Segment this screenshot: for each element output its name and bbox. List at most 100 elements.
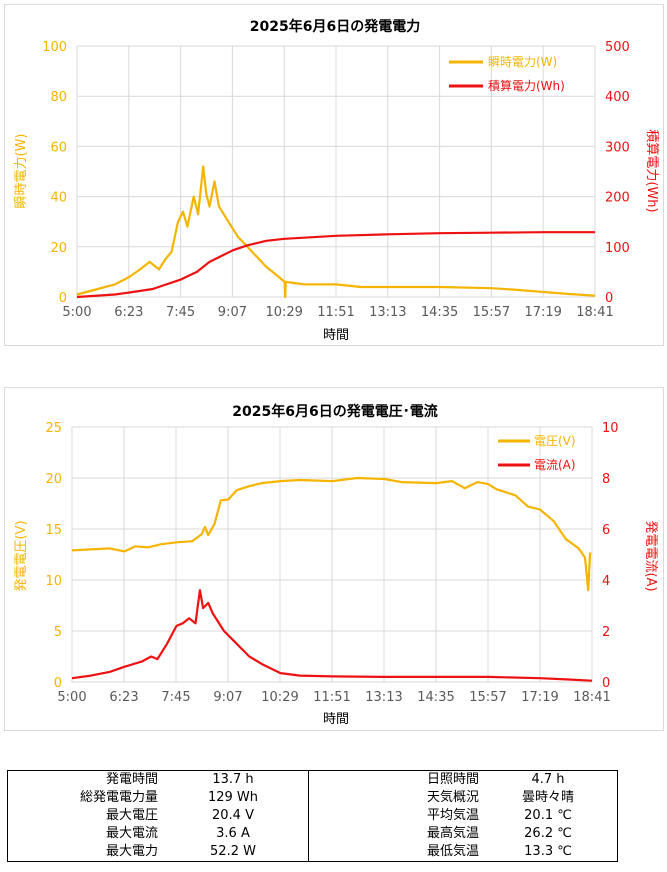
x-tick-label: 14:35 — [421, 305, 458, 320]
y-left-tick-label: 40 — [50, 191, 67, 206]
summary-value: 13.7 h — [212, 772, 254, 787]
x-tick-label: 5:00 — [62, 305, 91, 320]
x-tick-label: 15:57 — [473, 305, 510, 320]
series-group — [71, 476, 593, 682]
x-tick-label: 11:51 — [313, 690, 350, 705]
x-tick-label: 10:29 — [261, 690, 298, 705]
y-left-tick-label: 60 — [50, 140, 67, 155]
y-right-tick-label: 6 — [602, 523, 610, 538]
x-ticks: 5:00 6:23 7:45 9:07 10:29 11:51 13:13 14:35 15:5… — [62, 305, 613, 320]
x-tick-label: 6:23 — [109, 690, 138, 705]
y-right-tick-label: 10 — [602, 421, 619, 436]
voltage-current-chart-svg: 2025年6月6日の発電電圧･電流 0 5 10 15 20 25 0 2 4 6 8 10 5:0… — [14, 403, 658, 727]
y-left-axis-label: 発電電圧(V) — [14, 520, 29, 591]
summary-label: 発電時間 — [105, 772, 158, 787]
y-right-tick-label: 400 — [605, 90, 630, 105]
legend: 瞬時電力(W) 積算電力(Wh) — [449, 55, 565, 93]
x-axis-label: 時間 — [323, 328, 349, 343]
y-right-tick-label: 4 — [602, 574, 610, 589]
x-tick-label: 17:19 — [524, 305, 561, 320]
series-line-red — [71, 589, 593, 682]
x-tick-label: 7:45 — [166, 305, 195, 320]
y-left-tick-label: 15 — [45, 523, 62, 538]
summary-value: 13.3 ℃ — [524, 844, 572, 859]
series-line-red — [76, 231, 595, 299]
y-left-tick-label: 10 — [45, 574, 62, 589]
summary-row: 最大電圧 20.4 V 平均気温 20.1 ℃ — [8, 807, 618, 825]
x-tick-label: 9:07 — [213, 690, 242, 705]
y-left-tick-label: 100 — [42, 40, 67, 55]
y-right-tick-label: 8 — [602, 472, 610, 487]
x-tick-label: 18:41 — [573, 690, 610, 705]
summary-label: 平均気温 — [308, 807, 479, 825]
x-tick-label: 17:19 — [521, 690, 558, 705]
y-left-tick-label: 20 — [50, 241, 67, 256]
summary-row: 最大電流 3.6 A 最高気温 26.2 ℃ — [8, 825, 618, 843]
chart-title: 2025年6月6日の発電電圧･電流 — [232, 403, 437, 420]
y-right-tick-label: 200 — [605, 191, 630, 206]
summary-label: 最低気温 — [308, 843, 479, 862]
legend-label-0: 瞬時電力(W) — [488, 55, 557, 69]
x-tick-label: 18:41 — [576, 305, 613, 320]
summary-table: 発電時間 13.7 h 日照時間 4.7 h 総発電電力量 129 Wh 天気概… — [7, 770, 618, 862]
y-left-tick-label: 0 — [54, 676, 62, 691]
y-right-ticks: 0 100 200 300 400 500 — [605, 40, 630, 306]
plot-area — [76, 45, 596, 298]
x-tick-label: 13:13 — [365, 690, 402, 705]
y-left-tick-label: 5 — [54, 625, 62, 640]
y-left-ticks: 0 5 10 15 20 25 — [45, 421, 62, 691]
summary-label: 日照時間 — [308, 770, 479, 789]
x-tick-label: 9:07 — [218, 305, 247, 320]
y-right-tick-label: 300 — [605, 140, 630, 155]
series-line-orange — [76, 165, 596, 299]
summary-value: 20.1 ℃ — [524, 808, 572, 823]
summary-value: 129 Wh — [207, 790, 259, 805]
y-right-tick-label: 0 — [605, 291, 613, 306]
x-tick-label: 5:00 — [57, 690, 86, 705]
summary-label: 最高気温 — [308, 825, 479, 843]
x-tick-label: 7:45 — [161, 690, 190, 705]
legend-label-0: 電圧(V) — [534, 434, 576, 448]
power-chart: 2025年6月6日の発電電力 0 20 40 60 80 100 0 100 200 300 40… — [4, 4, 664, 346]
chart-title: 2025年6月6日の発電電力 — [250, 18, 420, 35]
summary-value: 26.2 ℃ — [524, 826, 572, 841]
y-right-tick-label: 2 — [602, 625, 610, 640]
summary-value: 曇時々晴 — [521, 790, 574, 805]
legend-label-1: 電流(A) — [534, 458, 576, 472]
y-left-ticks: 0 20 40 60 80 100 — [42, 40, 67, 306]
summary-label: 最大電圧 — [105, 808, 158, 823]
y-left-tick-label: 80 — [50, 90, 67, 105]
summary-value: 20.4 V — [212, 808, 254, 823]
y-left-axis-label: 瞬時電力(W) — [14, 134, 29, 209]
series-group — [76, 165, 596, 299]
legend: 電圧(V) 電流(A) — [498, 434, 576, 472]
summary-value: 52.2 W — [210, 844, 256, 859]
x-tick-label: 14:35 — [417, 690, 454, 705]
y-left-tick-label: 0 — [59, 291, 67, 306]
x-tick-label: 13:13 — [369, 305, 406, 320]
y-right-tick-label: 0 — [602, 676, 610, 691]
x-ticks: 5:00 6:23 7:45 9:07 10:29 11:51 13:13 14:35 15:5… — [57, 690, 610, 705]
y-right-axis-label: 発電電流(A) — [643, 520, 658, 591]
summary-row: 発電時間 13.7 h 日照時間 4.7 h — [8, 770, 618, 789]
x-axis-label: 時間 — [323, 712, 349, 727]
summary-row: 最大電力 52.2 W 最低気温 13.3 ℃ — [8, 843, 618, 862]
legend-label-1: 積算電力(Wh) — [488, 78, 565, 93]
summary-label: 総発電電力量 — [79, 790, 158, 805]
x-tick-label: 15:57 — [469, 690, 506, 705]
y-right-axis-label: 積算電力(Wh) — [644, 129, 659, 212]
voltage-current-chart: 2025年6月6日の発電電圧･電流 0 5 10 15 20 25 0 2 4 6 8 10 5:0… — [4, 387, 664, 731]
y-right-tick-label: 500 — [605, 40, 630, 55]
series-line-orange — [71, 476, 592, 592]
x-tick-label: 11:51 — [317, 305, 354, 320]
summary-label: 最大電流 — [105, 826, 158, 841]
x-tick-label: 6:23 — [114, 305, 143, 320]
power-chart-svg: 2025年6月6日の発電電力 0 20 40 60 80 100 0 100 200 300 40… — [14, 18, 659, 343]
y-left-tick-label: 25 — [45, 421, 62, 436]
y-right-tick-label: 100 — [605, 241, 630, 256]
summary-label: 天気概況 — [308, 789, 479, 807]
summary-label: 最大電力 — [105, 844, 158, 859]
summary-value: 3.6 A — [216, 826, 250, 841]
plot-area — [71, 426, 593, 683]
y-right-ticks: 0 2 4 6 8 10 — [602, 421, 619, 691]
